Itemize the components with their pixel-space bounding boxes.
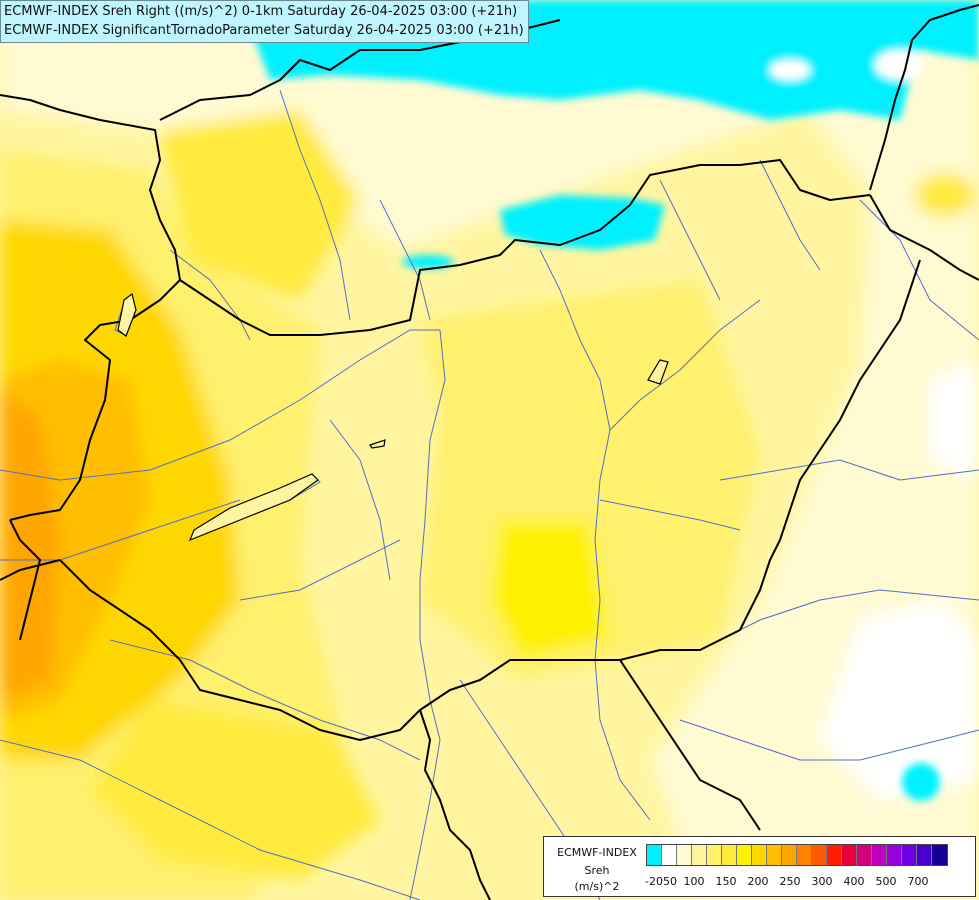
- legend-swatch: [917, 845, 932, 865]
- legend-tick-label: 100: [683, 875, 705, 888]
- legend-tick-label: 500: [875, 875, 897, 888]
- river-north-5: [659, 179, 721, 301]
- river-north-4: [539, 249, 611, 431]
- river-tisza: [594, 299, 761, 821]
- legend-tick-label: 700: [907, 875, 929, 888]
- river-north-2: [279, 89, 351, 321]
- legend-swatch: [842, 845, 857, 865]
- river-west-2: [239, 539, 401, 601]
- border-northeast: [911, 4, 979, 41]
- river-central-2: [329, 419, 391, 581]
- border-hungary-croatia: [59, 559, 620, 741]
- river-north-3: [379, 199, 431, 321]
- legend-parameter: Sreh: [584, 864, 610, 877]
- legend-tick-label: 250: [779, 875, 801, 888]
- legend-swatch: [737, 845, 752, 865]
- legend-swatch: [872, 845, 887, 865]
- white-spot-north: [770, 60, 810, 80]
- legend-swatch: [767, 845, 782, 865]
- legend-swatch: [752, 845, 767, 865]
- river-north-6: [759, 159, 821, 271]
- cyan-area-center: [500, 195, 665, 250]
- rivers: [0, 89, 979, 900]
- legend-swatch: [707, 845, 722, 865]
- lake-balaton: [188, 473, 319, 542]
- color-legend: ECMWF-INDEX Sreh (m/s)^2 -20 50 100 150 200 2…: [543, 836, 976, 897]
- legend-tick-label: -20: [645, 875, 663, 888]
- legend-unit: (m/s)^2: [574, 880, 620, 893]
- border-slovenia: [0, 559, 61, 581]
- white-spot-northeast: [875, 50, 925, 80]
- legend-swatch: [827, 845, 842, 865]
- border-west: [9, 519, 41, 641]
- river-east-1: [859, 199, 979, 341]
- legend-swatch: [677, 845, 692, 865]
- river-east-2: [719, 459, 979, 481]
- border-poland-ukraine: [869, 39, 913, 191]
- legend-tick-label: 200: [747, 875, 769, 888]
- white-field-east: [930, 360, 979, 480]
- border-czech-slovakia: [0, 94, 181, 281]
- river-danube-upper: [0, 329, 440, 481]
- legend-swatch: [722, 845, 737, 865]
- legend-source: ECMWF-INDEX: [557, 846, 637, 859]
- lake-small: [369, 439, 386, 449]
- legend-color-scale: [646, 844, 948, 866]
- lake-tisza: [647, 359, 669, 385]
- border-serbia-romania: [619, 659, 761, 831]
- legend-swatch: [797, 845, 812, 865]
- legend-swatch: [692, 845, 707, 865]
- legend-swatch: [857, 845, 872, 865]
- border-austria-slovakia: [179, 159, 871, 336]
- gold-field-south: [90, 700, 380, 880]
- map-title-line-2: ECMWF-INDEX SignificantTornadoParameter …: [4, 23, 524, 38]
- legend-swatch: [812, 845, 827, 865]
- river-north-1: [169, 249, 251, 341]
- legend-tick-label: 300: [811, 875, 833, 888]
- yellow-blob-northeast: [915, 173, 975, 217]
- legend-swatch: [887, 845, 902, 865]
- deep-yellow-center: [490, 520, 610, 660]
- river-central-1: [599, 499, 741, 531]
- legend-swatch: [782, 845, 797, 865]
- map-title-box: ECMWF-INDEX Sreh Right ((m/s)^2) 0-1km S…: [0, 0, 529, 43]
- legend-tick-labels: -20 50 100 150 200 250 300 400 500 700: [645, 875, 966, 889]
- border-hungary-austria: [9, 279, 181, 521]
- yellow-field-northwest: [160, 110, 360, 300]
- border-hungary-romania: [619, 259, 921, 661]
- cyan-area-small: [402, 255, 454, 269]
- cyan-area-southeast: [902, 763, 940, 801]
- river-southeast: [679, 719, 979, 761]
- legend-swatch: [902, 845, 917, 865]
- map-title-line-1: ECMWF-INDEX Sreh Right ((m/s)^2) 0-1km S…: [4, 4, 518, 19]
- river-danube: [409, 329, 446, 900]
- border-ukraine: [869, 194, 979, 281]
- border-croatia-serbia: [419, 709, 491, 900]
- legend-swatch: [932, 845, 947, 865]
- country-borders: [0, 4, 979, 900]
- legend-swatch: [647, 845, 662, 865]
- legend-tick-label: 150: [715, 875, 737, 888]
- lake-neusiedl: [117, 292, 137, 337]
- legend-tick-label: 400: [843, 875, 865, 888]
- white-field-southeast: [820, 600, 979, 800]
- legend-swatch: [662, 845, 677, 865]
- lakes: [117, 292, 669, 542]
- orange-field-west: [0, 390, 60, 700]
- legend-tick-label: 50: [663, 875, 677, 888]
- river-sava: [0, 739, 421, 900]
